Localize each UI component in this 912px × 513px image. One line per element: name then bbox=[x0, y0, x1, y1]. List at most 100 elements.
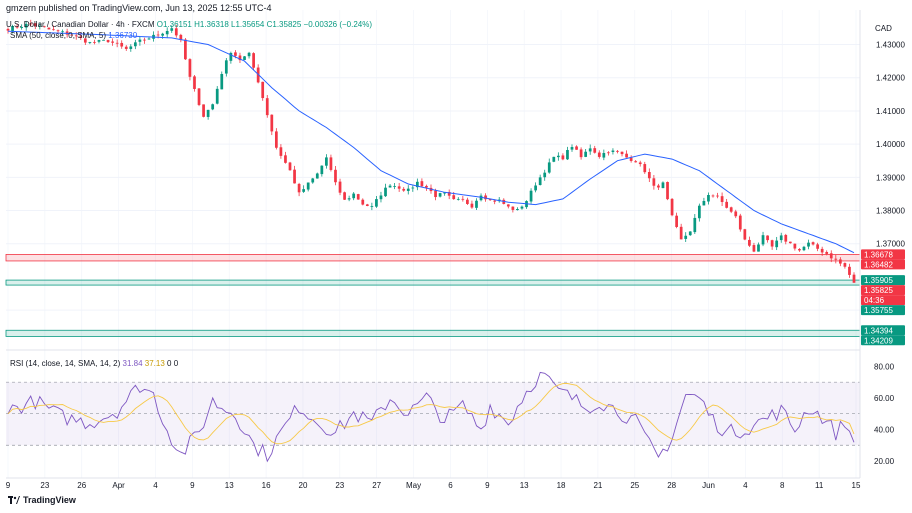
candle-body bbox=[420, 181, 424, 187]
candle-body bbox=[588, 148, 592, 152]
price-tick-label: 1.37000 bbox=[876, 240, 905, 249]
candle-body bbox=[602, 153, 606, 158]
sma-label[interactable]: SMA (50, close, 0, SMA, 5) bbox=[10, 31, 107, 40]
candle-body bbox=[798, 249, 801, 251]
candle-body bbox=[56, 30, 60, 32]
candle-body bbox=[415, 181, 419, 188]
candle-body bbox=[829, 253, 833, 259]
candle-body bbox=[802, 246, 806, 251]
candle-body bbox=[734, 211, 738, 217]
candle-body bbox=[716, 195, 719, 197]
symbol-legend[interactable]: U.S. Dollar / Canadian Dollar · 4h · FXC… bbox=[6, 20, 372, 29]
candle-body bbox=[33, 23, 37, 27]
symbol-title[interactable]: U.S. Dollar / Canadian Dollar · 4h · FXC… bbox=[6, 20, 155, 29]
time-tick-label: 11 bbox=[815, 481, 824, 490]
candle-body bbox=[652, 178, 656, 186]
price-tick-label: 1.38000 bbox=[876, 207, 905, 216]
chart-grid bbox=[6, 10, 860, 478]
time-tick-label: 9 bbox=[190, 481, 195, 490]
candle-body bbox=[211, 104, 215, 110]
candle-body bbox=[661, 182, 665, 189]
candle-body bbox=[38, 25, 42, 27]
sma-legend[interactable]: SMA (50, close, 0, SMA, 5) 1.36730 bbox=[10, 31, 137, 40]
candle-body bbox=[6, 28, 10, 31]
candle-body bbox=[675, 215, 678, 227]
tradingview-brand[interactable]: TradingView bbox=[8, 495, 76, 505]
candle-body bbox=[807, 242, 810, 247]
candle-body bbox=[693, 217, 697, 233]
sma-value: 1.36730 bbox=[108, 31, 138, 40]
candle-body bbox=[711, 195, 715, 197]
time-tick-label: 28 bbox=[667, 481, 676, 490]
candle-body bbox=[215, 88, 219, 104]
price-label-text: 1.34209 bbox=[864, 336, 893, 345]
brand-name: TradingView bbox=[23, 495, 76, 505]
price-label-text: 1.36678 bbox=[864, 250, 893, 259]
price-tick-label: 1.39000 bbox=[876, 173, 905, 182]
candle-body bbox=[375, 199, 378, 207]
price-label-box bbox=[861, 259, 905, 270]
price-tick-label: 1.41000 bbox=[876, 107, 905, 116]
candle-body bbox=[365, 204, 369, 206]
time-tick-label: 16 bbox=[262, 481, 271, 490]
candle-body bbox=[811, 242, 815, 245]
candle-body bbox=[83, 38, 87, 43]
candle-body bbox=[220, 73, 224, 90]
candle-body bbox=[370, 206, 374, 207]
candle-body bbox=[229, 52, 233, 61]
candle-body bbox=[79, 36, 83, 38]
candle-body bbox=[697, 205, 701, 219]
time-tick-label: 15 bbox=[852, 481, 861, 490]
rsi-legend[interactable]: RSI (14, close, 14, SMA, 14, 2) 31.84 37… bbox=[10, 359, 178, 368]
price-label-box bbox=[861, 285, 905, 296]
candle-body bbox=[843, 263, 847, 267]
candle-body bbox=[202, 104, 205, 117]
candle-body bbox=[43, 26, 46, 28]
candle-body bbox=[347, 198, 351, 200]
candle-body bbox=[534, 185, 537, 191]
candle-body bbox=[320, 165, 324, 175]
candle-body bbox=[707, 194, 710, 202]
candle-body bbox=[556, 155, 560, 158]
candle-body bbox=[529, 190, 533, 202]
candle-body bbox=[647, 172, 651, 179]
candle-body bbox=[52, 29, 55, 31]
candle-body bbox=[593, 148, 597, 153]
candle-body bbox=[452, 195, 456, 200]
candle-body bbox=[184, 39, 187, 60]
candle-body bbox=[584, 151, 588, 157]
candle-body bbox=[461, 198, 465, 200]
candle-body bbox=[607, 152, 610, 154]
candle-body bbox=[115, 42, 119, 44]
candle-body bbox=[625, 153, 628, 158]
candle-body bbox=[579, 149, 583, 158]
candle-body bbox=[143, 39, 146, 41]
candle-body bbox=[670, 198, 674, 216]
time-tick-label: 6 bbox=[448, 481, 453, 490]
candle-body bbox=[766, 235, 769, 241]
candle-body bbox=[547, 162, 551, 173]
candle-body bbox=[597, 152, 601, 157]
candle-body bbox=[543, 172, 547, 178]
time-tick-label: 23 bbox=[40, 481, 49, 490]
price-tick-label: 1.40000 bbox=[876, 140, 905, 149]
candle-body bbox=[466, 199, 469, 204]
rsi-lines bbox=[7, 371, 855, 463]
candle-body bbox=[161, 33, 165, 36]
time-tick-label: Jun bbox=[702, 481, 715, 490]
candle-body bbox=[793, 243, 797, 249]
time-axis: 9 23 26 Apr 4 9 13 16 20 23 27 May 6 9 13 18 21 25 28 Jun 4 8… bbox=[6, 481, 861, 490]
rsi-tick-label: 20.00 bbox=[874, 457, 895, 466]
candle-body bbox=[406, 188, 410, 191]
price-axis: 1.43000 1.42000 1.41000 1.40000 1.39000 1.380… bbox=[6, 10, 905, 479]
candle-body bbox=[725, 201, 729, 208]
price-tick-label: 1.42000 bbox=[876, 74, 905, 83]
rsi-label[interactable]: RSI (14, close, 14, SMA, 14, 2) bbox=[10, 359, 121, 368]
candle-body bbox=[188, 59, 192, 77]
candle-body bbox=[720, 196, 724, 203]
candle-body bbox=[384, 187, 387, 197]
candle-body bbox=[193, 76, 196, 89]
candlestick-series bbox=[6, 19, 856, 283]
candle-body bbox=[402, 188, 406, 191]
